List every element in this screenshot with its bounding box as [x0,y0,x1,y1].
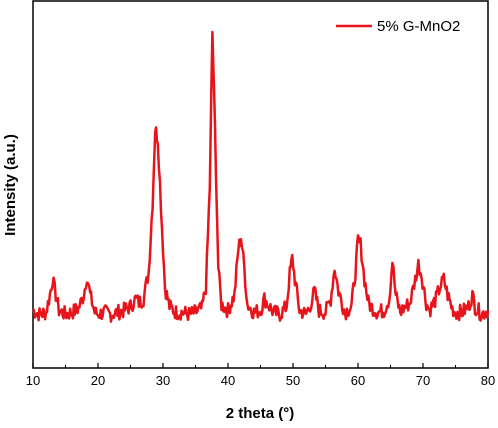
x-tick-label-20: 20 [91,373,105,388]
x-tick-label-10: 10 [26,373,40,388]
x-axis-ticks [32,363,489,368]
series-line-5pct-g-mno2 [32,30,490,323]
x-tick-label-40: 40 [221,373,235,388]
x-tick-label-30: 30 [156,373,170,388]
x-tick-label-50: 50 [286,373,300,388]
x-axis-tick-labels: 10 20 30 40 50 60 70 80 [26,373,495,388]
x-tick-label-70: 70 [416,373,430,388]
x-tick-label-60: 60 [351,373,365,388]
y-axis-title: Intensity (a.u.) [2,134,19,236]
x-tick-label-80: 80 [481,373,495,388]
x-axis-title: 2 theta (°) [226,405,295,422]
legend: 5% G-MnO2 [336,18,460,35]
legend-label: 5% G-MnO2 [377,18,460,35]
